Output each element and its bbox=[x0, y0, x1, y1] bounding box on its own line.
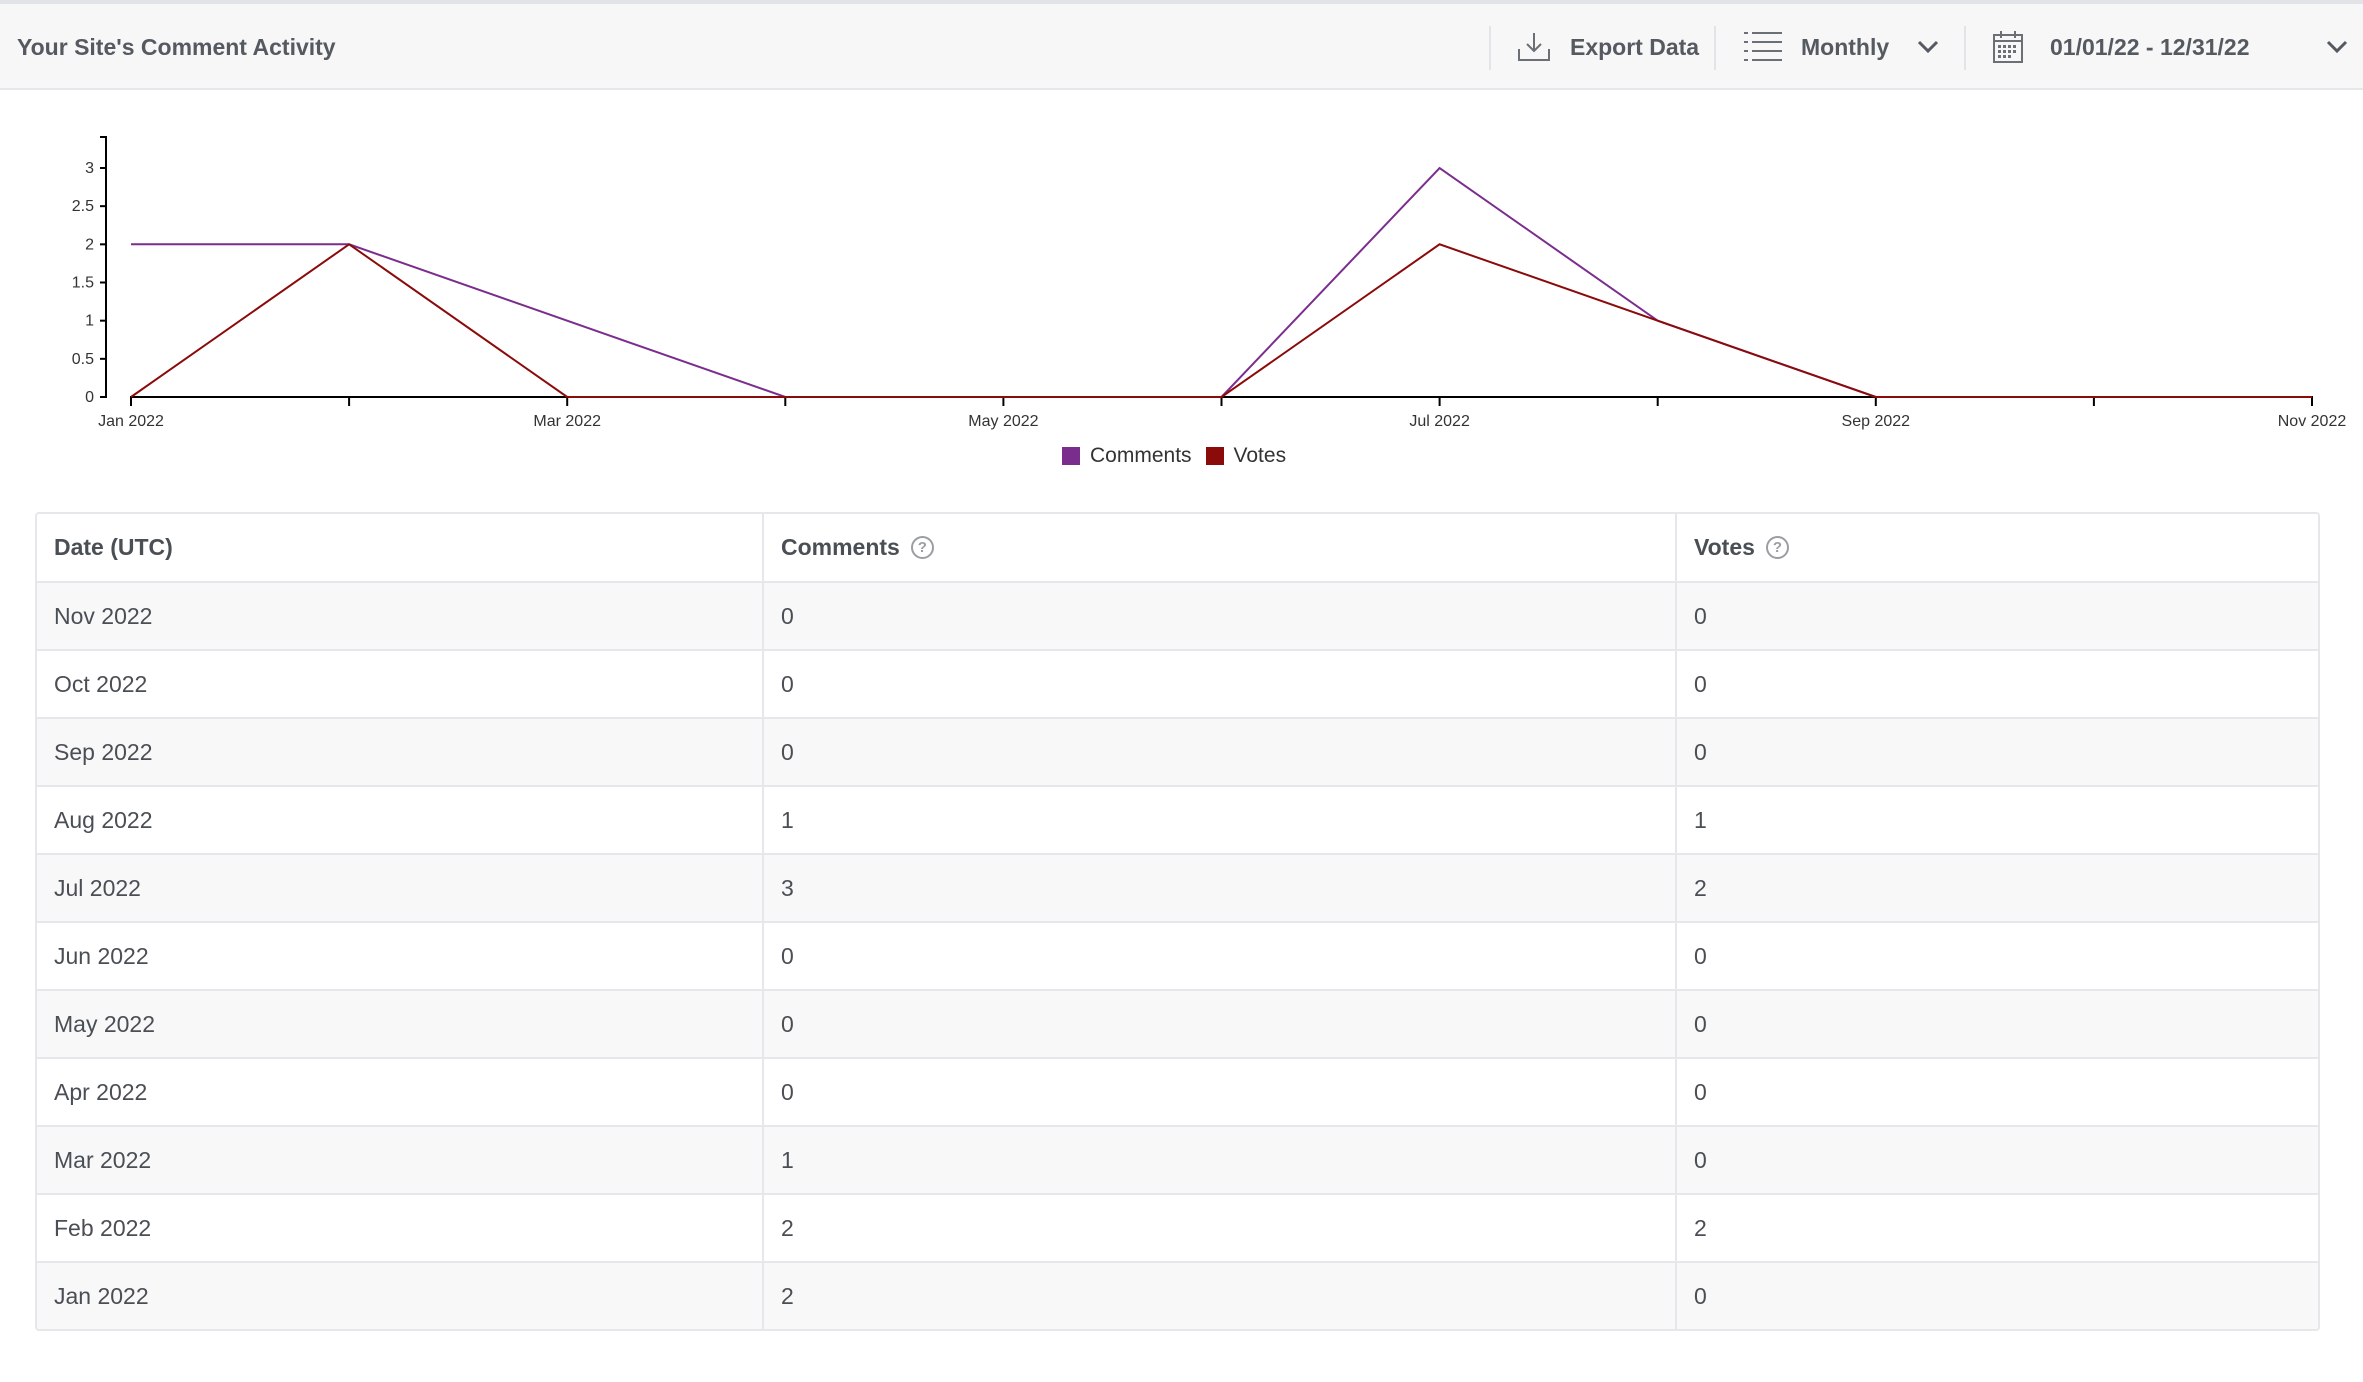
x-tick-label: Mar 2022 bbox=[533, 413, 601, 430]
page-header: Your Site's Comment Activity Export Data bbox=[0, 0, 2363, 90]
date-cell: Oct 2022 bbox=[37, 651, 764, 717]
table-header-row: Date (UTC) Comments ? Votes ? bbox=[37, 514, 2318, 581]
comments-cell: 0 bbox=[764, 719, 1677, 785]
votes-cell: 0 bbox=[1694, 1282, 1707, 1309]
legend-label-comments: Comments bbox=[1090, 444, 1192, 467]
votes-cell: 0 bbox=[1694, 1010, 1707, 1037]
calendar-icon bbox=[1992, 30, 2024, 64]
table-row: Oct 2022 0 0 bbox=[37, 649, 2318, 717]
table-row: May 2022 0 0 bbox=[37, 989, 2318, 1057]
column-header-comments-label: Comments bbox=[781, 534, 900, 560]
legend-swatch-votes bbox=[1205, 447, 1224, 465]
activity-table: Date (UTC) Comments ? Votes ? Nov 2022 0 0… bbox=[35, 512, 2320, 1331]
table-row: Aug 2022 1 1 bbox=[37, 785, 2318, 853]
interval-label: Monthly bbox=[1801, 33, 1890, 60]
legend-item-votes: Votes bbox=[1205, 444, 1287, 468]
y-tick-label: 2 bbox=[85, 236, 94, 253]
export-data-button[interactable]: Export Data bbox=[1516, 22, 1699, 72]
comments-cell: 0 bbox=[764, 991, 1677, 1057]
chevron-down-icon bbox=[1917, 40, 1939, 54]
comments-cell: 3 bbox=[764, 855, 1677, 921]
table-row: Mar 2022 1 0 bbox=[37, 1125, 2318, 1193]
column-header-date: Date (UTC) bbox=[37, 514, 764, 581]
votes-cell: 0 bbox=[1694, 1146, 1707, 1173]
table-row: Feb 2022 2 2 bbox=[37, 1193, 2318, 1261]
date-cell: Mar 2022 bbox=[37, 1127, 764, 1193]
column-header-date-label: Date (UTC) bbox=[54, 534, 173, 560]
votes-cell: 0 bbox=[1694, 602, 1707, 629]
table-row: Nov 2022 0 0 bbox=[37, 581, 2318, 649]
comments-cell: 0 bbox=[764, 583, 1677, 649]
header-divider bbox=[1489, 26, 1491, 70]
date-cell: Jun 2022 bbox=[37, 923, 764, 989]
help-icon[interactable]: ? bbox=[910, 536, 934, 559]
y-tick-label: 1 bbox=[85, 313, 94, 330]
x-tick-label: May 2022 bbox=[968, 413, 1038, 430]
date-cell: Jan 2022 bbox=[37, 1263, 764, 1329]
y-tick-label: 2.5 bbox=[72, 198, 94, 215]
votes-cell: 0 bbox=[1694, 1078, 1707, 1105]
table-row: Apr 2022 0 0 bbox=[37, 1057, 2318, 1125]
legend-swatch-comments bbox=[1062, 447, 1080, 465]
export-data-label: Export Data bbox=[1570, 33, 1700, 60]
help-icon[interactable]: ? bbox=[1765, 536, 1789, 559]
votes-cell: 2 bbox=[1694, 874, 1707, 901]
chart-legend: Comments Votes bbox=[1062, 444, 1300, 468]
comments-cell: 0 bbox=[764, 651, 1677, 717]
votes-cell: 0 bbox=[1694, 738, 1707, 765]
comments-cell: 1 bbox=[764, 1127, 1677, 1193]
votes-cell: 0 bbox=[1694, 670, 1707, 697]
date-range-label: 01/01/22 - 12/31/22 bbox=[2050, 33, 2250, 60]
activity-chart: 0 0.5 1 1.5 2 2.5 3 Jan 2022 Mar 2022 May 2022 Jul… bbox=[0, 110, 2363, 490]
column-header-votes: Votes ? bbox=[1677, 514, 2318, 581]
y-tick-label: 1.5 bbox=[72, 275, 94, 292]
chevron-down-icon bbox=[2326, 40, 2348, 54]
date-range-picker[interactable]: 01/01/22 - 12/31/22 bbox=[1992, 22, 2250, 72]
comments-cell: 1 bbox=[764, 787, 1677, 853]
y-tick-label: 3 bbox=[85, 160, 94, 177]
votes-series-line bbox=[130, 243, 2312, 398]
x-tick-label: Nov 2022 bbox=[2278, 413, 2347, 430]
date-cell: May 2022 bbox=[37, 991, 764, 1057]
page-title: Your Site's Comment Activity bbox=[17, 34, 336, 60]
table-row: Sep 2022 0 0 bbox=[37, 717, 2318, 785]
download-icon bbox=[1516, 31, 1552, 63]
date-cell: Sep 2022 bbox=[37, 719, 764, 785]
list-icon bbox=[1743, 30, 1783, 64]
legend-item-comments: Comments bbox=[1062, 444, 1192, 468]
comments-series-line bbox=[131, 166, 2312, 398]
date-cell: Apr 2022 bbox=[37, 1059, 764, 1125]
table-body: Nov 2022 0 0 Oct 2022 0 0 Sep 2022 0 0 Aug 2022 1 1… bbox=[37, 581, 2318, 1329]
activity-chart-svg: 0 0.5 1 1.5 2 2.5 3 Jan 2022 Mar 2022 May 2022 Jul… bbox=[72, 136, 2347, 430]
date-cell: Aug 2022 bbox=[37, 787, 764, 853]
x-tick-label: Jul 2022 bbox=[1409, 413, 1470, 430]
table-row: Jun 2022 0 0 bbox=[37, 921, 2318, 989]
column-header-votes-label: Votes bbox=[1694, 534, 1755, 560]
comments-cell: 2 bbox=[764, 1263, 1677, 1329]
table-row: Jan 2022 2 0 bbox=[37, 1261, 2318, 1329]
comments-cell: 2 bbox=[764, 1195, 1677, 1261]
date-cell: Jul 2022 bbox=[37, 855, 764, 921]
x-tick-label: Jan 2022 bbox=[98, 413, 164, 430]
comments-cell: 0 bbox=[764, 1059, 1677, 1125]
header-divider bbox=[1714, 26, 1716, 70]
interval-dropdown[interactable]: Monthly bbox=[1743, 22, 1939, 72]
y-tick-label: 0 bbox=[85, 389, 94, 406]
date-range-toggle[interactable] bbox=[2326, 22, 2348, 72]
comments-cell: 0 bbox=[764, 923, 1677, 989]
date-cell: Feb 2022 bbox=[37, 1195, 764, 1261]
date-cell: Nov 2022 bbox=[37, 583, 764, 649]
y-tick-label: 0.5 bbox=[72, 351, 94, 368]
legend-label-votes: Votes bbox=[1233, 444, 1287, 467]
column-header-comments: Comments ? bbox=[764, 514, 1677, 581]
table-row: Jul 2022 3 2 bbox=[37, 853, 2318, 921]
votes-cell: 0 bbox=[1694, 942, 1707, 969]
votes-cell: 1 bbox=[1694, 806, 1707, 833]
x-tick-label: Sep 2022 bbox=[1842, 413, 1911, 430]
votes-cell: 2 bbox=[1694, 1214, 1707, 1241]
header-divider bbox=[1964, 26, 1966, 70]
